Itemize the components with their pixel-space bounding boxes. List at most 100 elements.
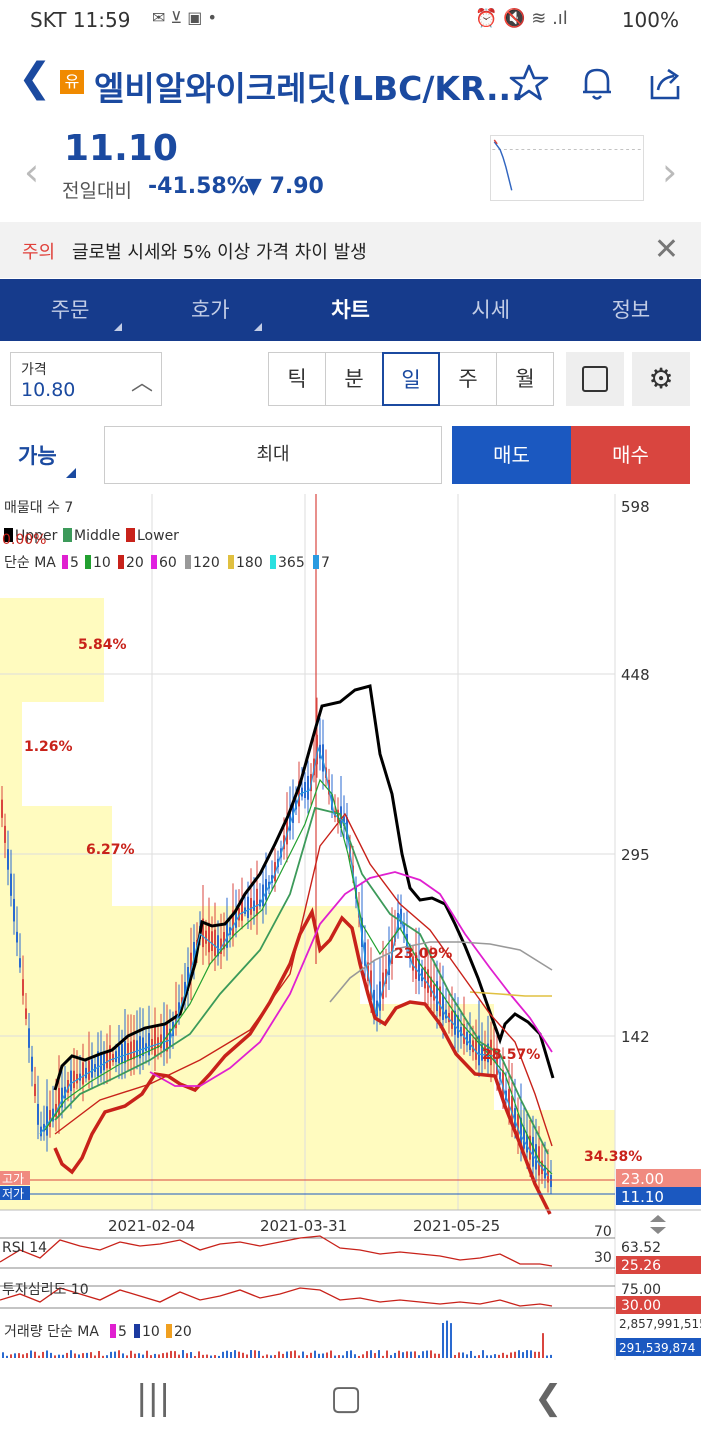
volume-bar xyxy=(102,1355,104,1358)
volume-bar xyxy=(330,1350,332,1358)
volume-bar xyxy=(182,1350,184,1358)
buy-button[interactable]: 매수 xyxy=(571,426,690,484)
volume-bar xyxy=(378,1350,380,1358)
volume-bar xyxy=(382,1355,384,1358)
volume-bar xyxy=(414,1351,416,1358)
max-button[interactable]: 최대 xyxy=(104,426,442,484)
dropdown-corner-icon xyxy=(254,323,263,331)
volume-bar xyxy=(106,1355,108,1358)
candle-body xyxy=(73,1070,75,1089)
high-tag-label: 고가 xyxy=(2,1172,24,1186)
period-month[interactable]: 월 xyxy=(496,352,554,406)
prev-coin-icon[interactable]: ‹ xyxy=(24,150,40,194)
volume-bar xyxy=(326,1352,328,1358)
candle-body xyxy=(37,1103,39,1125)
tab-label: 정보 xyxy=(611,298,651,322)
candle-body xyxy=(223,932,225,950)
volume-bar xyxy=(402,1352,404,1358)
volume-bar xyxy=(510,1352,512,1358)
current-price: 11.10 xyxy=(64,128,178,169)
candle-body xyxy=(115,1051,117,1063)
candle-body xyxy=(109,1045,111,1069)
tab-order[interactable]: 주문 xyxy=(0,279,140,341)
candle-body xyxy=(343,816,345,826)
candle-body xyxy=(106,1051,108,1069)
price-selector-label: 가격 xyxy=(21,362,47,378)
sell-button[interactable]: 매도 xyxy=(452,426,571,484)
back-icon[interactable]: ❮ xyxy=(18,55,52,101)
volume-value-a: 2,857,991,515 xyxy=(619,1317,701,1331)
volume-bar xyxy=(206,1354,208,1358)
chevron-up-icon: ︿ xyxy=(130,371,153,396)
available-label[interactable]: 가능 xyxy=(18,444,57,468)
candle-body xyxy=(211,931,213,952)
volume-bar xyxy=(458,1352,460,1358)
candle-body xyxy=(100,1052,102,1074)
volume-bar xyxy=(26,1353,28,1358)
period-minute[interactable]: 분 xyxy=(325,352,383,406)
settings-button[interactable]: ⚙ xyxy=(632,352,690,406)
period-week[interactable]: 주 xyxy=(439,352,497,406)
volume-bar xyxy=(474,1355,476,1358)
price-selector[interactable]: 가격 10.80 ︿ xyxy=(10,352,162,406)
home-icon[interactable]: ▢ xyxy=(330,1378,363,1418)
tab-market[interactable]: 시세 xyxy=(421,279,561,341)
candle-body xyxy=(79,1073,81,1081)
candle-body xyxy=(502,1070,504,1098)
high-tag xyxy=(0,1171,30,1185)
volume-bar xyxy=(366,1351,368,1358)
back-nav-icon[interactable]: ❮ xyxy=(534,1378,563,1418)
legend-ma: 60 xyxy=(159,555,177,571)
chevron-down-icon xyxy=(650,1227,666,1234)
candle-body xyxy=(40,1126,42,1137)
tab-orderbook[interactable]: 호가 xyxy=(140,279,280,341)
legend-ma: 180 xyxy=(236,555,263,571)
fullscreen-button[interactable] xyxy=(566,352,624,406)
candle-body xyxy=(10,873,12,896)
next-coin-icon[interactable]: › xyxy=(662,150,678,194)
high-value-tag xyxy=(616,1169,701,1187)
vp-label: 1.26% xyxy=(24,739,73,755)
legend-ma: 20 xyxy=(126,555,144,571)
candle-body xyxy=(388,955,390,976)
star-icon[interactable] xyxy=(508,62,550,104)
volume-bar xyxy=(466,1354,468,1358)
candle-body xyxy=(307,775,309,800)
volume-bar xyxy=(274,1354,276,1358)
mini-chart xyxy=(490,135,644,201)
current-value-tag xyxy=(616,1187,701,1205)
bell-icon[interactable] xyxy=(576,62,618,104)
volume-bar xyxy=(350,1350,352,1358)
volume-bar xyxy=(514,1351,516,1358)
recent-apps-icon[interactable]: ||| xyxy=(136,1378,171,1418)
candle-body xyxy=(70,1070,72,1092)
legend-swatch xyxy=(185,555,191,569)
candle-body xyxy=(463,1024,465,1044)
volume-bar xyxy=(218,1355,220,1358)
legend-ma: 7 xyxy=(321,555,330,571)
close-icon[interactable]: ✕ xyxy=(653,232,679,267)
volume-bar xyxy=(138,1353,140,1358)
period-tick[interactable]: 틱 xyxy=(268,352,326,406)
period-day[interactable]: 일 xyxy=(382,352,440,406)
tab-chart[interactable]: 차트 xyxy=(280,279,420,341)
tab-info[interactable]: 정보 xyxy=(561,279,701,341)
volume-bar xyxy=(526,1350,528,1358)
share-icon[interactable] xyxy=(644,62,686,104)
candle-body xyxy=(220,938,222,954)
candle-body xyxy=(256,888,258,916)
change-amount: ▼ 7.90 xyxy=(245,174,324,199)
volume-bar xyxy=(322,1353,324,1358)
volume-bar xyxy=(486,1355,488,1358)
resize-handle[interactable] xyxy=(650,1215,666,1234)
volume-bar xyxy=(430,1350,432,1358)
volume-ma: 5 xyxy=(118,1324,127,1340)
candle-body xyxy=(217,935,219,957)
bollinger-upper-line xyxy=(53,684,555,1091)
price-chart[interactable]: 5.84% 1.26% 6.27% 23.09% 28.57% 34.38% 매… xyxy=(0,494,701,1360)
candle-body xyxy=(526,1134,528,1153)
candle-body xyxy=(64,1086,66,1099)
volume-bar xyxy=(226,1350,228,1358)
candle-body xyxy=(448,1012,450,1023)
candle-body xyxy=(85,1067,87,1079)
